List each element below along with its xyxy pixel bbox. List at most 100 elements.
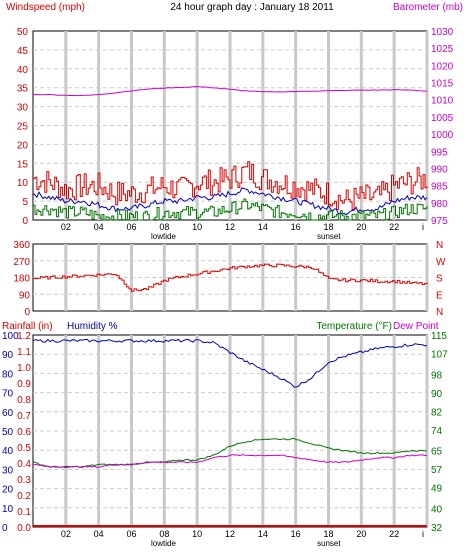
x-tick-label: 08 xyxy=(159,222,169,232)
windspeed-tick-label: 30 xyxy=(17,103,29,114)
barometer-tick-label: 1005 xyxy=(431,113,454,124)
temperature-axis-title: Temperature (°F) xyxy=(316,321,392,332)
rainfall-axis-title: Rainfall (in) xyxy=(2,321,53,332)
humidity-tick-label: 20 xyxy=(2,485,14,496)
x-tick-label: 16 xyxy=(291,529,301,539)
wind-direction-series-line xyxy=(33,263,428,292)
barometer-tick-label: 1015 xyxy=(431,79,454,90)
rainfall-tick-label: 0.0 xyxy=(17,523,31,534)
humidity-series-line xyxy=(32,338,428,388)
barometer-tick-label: 1020 xyxy=(431,61,454,72)
compass-tick-label: S xyxy=(436,274,443,285)
windspeed-tick-label: 35 xyxy=(17,84,29,95)
x-tick-label: 02 xyxy=(61,529,71,539)
rainfall-tick-label: 0.4 xyxy=(17,459,31,470)
humidity-tick-label: 100 xyxy=(2,331,19,342)
direction-tick-label: 270 xyxy=(13,257,30,268)
rainfall-tick-label: 0.6 xyxy=(17,427,31,438)
windspeed-tick-label: 45 xyxy=(17,46,29,57)
rainfall-tick-label: 0.8 xyxy=(17,395,31,406)
windspeed-tick-label: 0 xyxy=(22,216,28,227)
humidity-tick-label: 90 xyxy=(2,350,14,361)
windspeed-tick-label: 15 xyxy=(17,159,29,170)
rainfall-tick-label: 1.2 xyxy=(17,331,31,342)
wind-barometer-panel: 0510152025303540455097598098599099510001… xyxy=(17,27,454,232)
x-tick-label: 06 xyxy=(126,222,136,232)
x-tick-label: 02 xyxy=(61,222,71,232)
x-tick-label: 20 xyxy=(356,529,366,539)
x-tick-label: 04 xyxy=(94,529,104,539)
rainfall-tick-label: 0.2 xyxy=(17,491,31,502)
windspeed-tick-label: 5 xyxy=(22,197,28,208)
barometer-tick-label: 1025 xyxy=(431,44,454,55)
barometer-tick-label: 985 xyxy=(431,182,448,193)
temperature-tick-label: 90 xyxy=(431,389,443,400)
humidity-tick-label: 30 xyxy=(2,465,14,476)
barometer-axis-title: Barometer (mb) xyxy=(393,2,463,13)
humidity-tick-label: 60 xyxy=(2,408,14,419)
windspeed-tick-label: 40 xyxy=(17,65,29,76)
low-wind-series-line xyxy=(33,198,428,221)
compass-tick-label: N xyxy=(436,240,443,251)
sunset-label-top: sunset xyxy=(317,232,341,241)
x-tick-label: 18 xyxy=(323,222,333,232)
barometer-tick-label: 995 xyxy=(431,147,448,158)
x-tick-label: 12 xyxy=(225,222,235,232)
temperature-tick-label: 98 xyxy=(431,370,443,381)
barometer-series-line xyxy=(32,86,428,97)
humidity-tick-label: 10 xyxy=(2,504,14,515)
lowtide-label-bottom: lowtide xyxy=(151,539,176,548)
compass-tick-label: W xyxy=(436,257,446,268)
temperature-tick-label: 74 xyxy=(431,426,443,437)
windspeed-axis-title: Windspeed (mph) xyxy=(6,2,85,13)
windspeed-tick-label: 25 xyxy=(17,122,29,133)
temperature-tick-label: 65 xyxy=(431,447,443,458)
x-tick-label: 06 xyxy=(126,529,136,539)
x-tick-label: 14 xyxy=(258,222,268,232)
humidity-temperature-panel: 0 10 20 30 40 50 60 70 80 90 100 0.0 0.1 0.2 0.3 0.4 0.5… xyxy=(2,331,448,539)
rainfall-tick-label: 0.7 xyxy=(17,411,31,422)
lowtide-label-top: lowtide xyxy=(151,232,176,241)
direction-tick-label: 180 xyxy=(13,274,30,285)
x-tick-label: i xyxy=(422,222,424,232)
humidity-tick-label: 70 xyxy=(2,389,14,400)
humidity-tick-label: 40 xyxy=(2,446,14,457)
temperature-tick-label: 57 xyxy=(431,465,443,476)
x-tick-label: i xyxy=(422,529,424,539)
direction-tick-label: 0 xyxy=(24,307,30,318)
temperature-tick-label: 40 xyxy=(431,504,443,515)
dewpoint-series-line xyxy=(32,454,428,469)
temperature-series-line xyxy=(32,437,428,469)
average-wind-series-line xyxy=(32,187,428,216)
dewpoint-axis-title: Dew Point xyxy=(393,321,439,332)
x-tick-label: 22 xyxy=(389,222,399,232)
windspeed-tick-label: 50 xyxy=(17,27,29,38)
chart-title: 24 hour graph day : January 18 2011 xyxy=(170,2,334,13)
barometer-tick-label: 1010 xyxy=(431,96,454,107)
temperature-tick-label: 107 xyxy=(431,350,448,361)
x-tick-label: 04 xyxy=(94,222,104,232)
compass-tick-label: N xyxy=(436,307,443,318)
rainfall-tick-label: 1.1 xyxy=(17,347,31,358)
barometer-tick-label: 990 xyxy=(431,164,448,175)
direction-tick-label: 90 xyxy=(19,290,31,301)
humidity-axis-title: Humidity % xyxy=(67,321,118,332)
x-tick-label: 10 xyxy=(192,222,202,232)
x-tick-label: 22 xyxy=(389,529,399,539)
x-tick-label: 16 xyxy=(291,222,301,232)
humidity-tick-label: 0 xyxy=(2,523,8,534)
barometer-tick-label: 1030 xyxy=(431,27,454,38)
temperature-tick-label: 49 xyxy=(431,484,443,495)
sunset-label-bottom: sunset xyxy=(317,539,341,548)
x-tick-label: 18 xyxy=(323,529,333,539)
temperature-tick-label: 82 xyxy=(431,407,443,418)
humidity-tick-label: 50 xyxy=(2,427,14,438)
rainfall-tick-label: 0.9 xyxy=(17,379,31,390)
x-tick-label: 14 xyxy=(258,529,268,539)
barometer-tick-label: 975 xyxy=(431,216,448,227)
barometer-tick-label: 1000 xyxy=(431,130,454,141)
x-tick-label: 12 xyxy=(225,529,235,539)
rainfall-tick-label: 1.0 xyxy=(17,363,31,374)
